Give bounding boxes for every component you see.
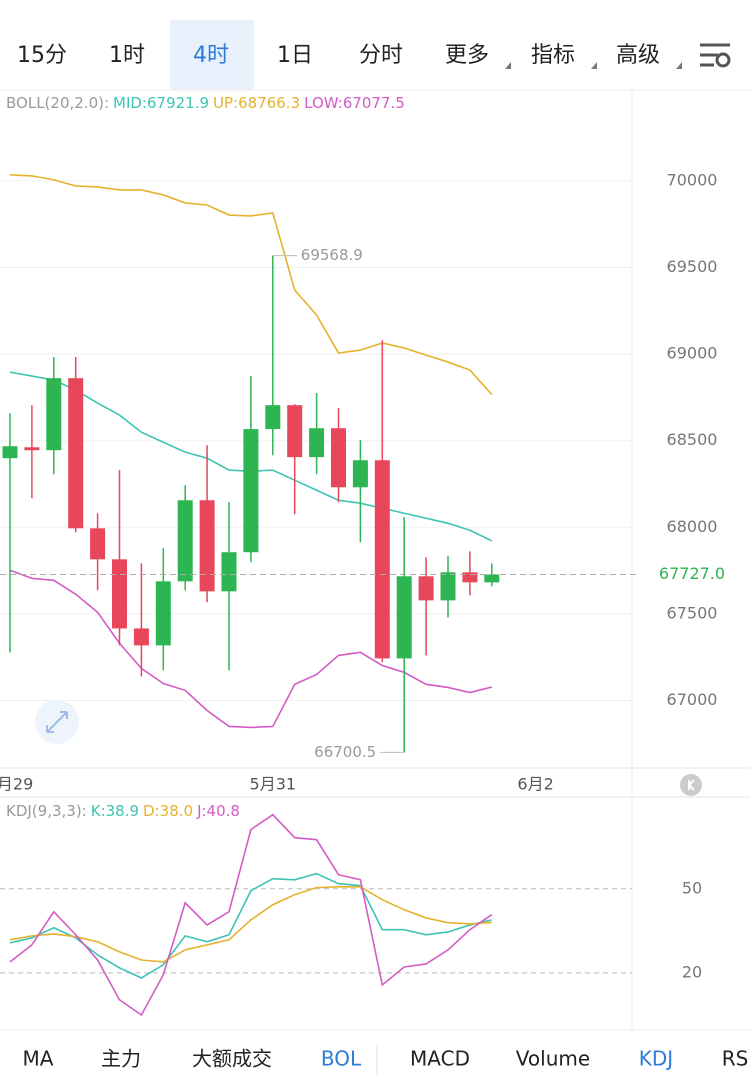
candle-body (2, 446, 18, 459)
indicator-tab[interactable]: 主力 (101, 1047, 141, 1071)
candle-body (374, 460, 390, 659)
candle-body (418, 576, 434, 601)
indicator-legend: BOLL(20,2.0): MID:67921.9 UP:68766.3 LOW:67… (6, 94, 405, 112)
candle-body (440, 572, 456, 601)
candle-body (396, 576, 412, 659)
candle-body (309, 428, 325, 458)
timeframe-tab[interactable]: 指标 (531, 43, 575, 68)
candle-body (24, 447, 40, 451)
timeframe-tab[interactable]: 4时 (193, 43, 229, 68)
legend-entry: BOLL(20,2.0): (6, 94, 109, 112)
y-tick-label: 68000 (667, 517, 718, 536)
indicator-legend: KDJ(9,3,3): K:38.9 D:38.0 J:40.8 (6, 802, 240, 820)
dropdown-arrow (591, 62, 597, 69)
candle-body (46, 378, 62, 451)
y-tick-label: 67000 (667, 690, 718, 709)
indicator-tab[interactable]: KDJ (639, 1047, 673, 1071)
indicator-tab[interactable]: RSI (722, 1047, 750, 1071)
indicator-tab[interactable]: BOL (321, 1047, 362, 1071)
legend-entry: D:38.0 (143, 802, 193, 820)
timeframe-tab[interactable]: 高级 (616, 43, 660, 68)
x-tick-label: 5月31 (250, 775, 297, 794)
settings-icon[interactable] (700, 43, 731, 68)
candle-body (484, 574, 500, 583)
timeframe-tab[interactable]: 更多 (445, 43, 489, 68)
timeframe-tab[interactable]: 1时 (109, 43, 145, 68)
candle-body (199, 500, 215, 592)
candle-body (221, 552, 237, 592)
legend-entry: K:38.9 (91, 802, 139, 820)
x-tick-label: 6月2 (517, 775, 553, 794)
legend-entry: UP:68766.3 (213, 94, 300, 112)
indicator-tab[interactable]: MA (23, 1047, 54, 1071)
scroll-end-icon (687, 779, 695, 791)
boll-line (9, 569, 492, 729)
y-tick-label: 69000 (667, 344, 718, 363)
candle-body (112, 559, 127, 629)
boll-line (9, 174, 493, 396)
last-price-box (650, 562, 732, 587)
kdj-line (9, 813, 493, 1017)
kdj-line (9, 885, 492, 963)
indicator-tab[interactable]: MACD (410, 1047, 470, 1071)
dropdown-arrow (505, 62, 511, 69)
max-annotation: 69568.9 (301, 246, 363, 264)
candle-body (133, 628, 149, 646)
candle-body (90, 528, 106, 560)
candle-body (331, 428, 346, 488)
candle-body (177, 500, 193, 582)
y-tick-label: 67500 (667, 603, 718, 622)
y-tick-label: 50 (682, 878, 702, 897)
timeframe-tab[interactable]: 分时 (359, 43, 403, 68)
candle-body (265, 405, 281, 430)
legend-entry: MID:67921.9 (113, 94, 209, 112)
legend-entry: LOW:67077.5 (304, 94, 405, 112)
y-tick-label: 69500 (667, 257, 718, 276)
y-tick-label: 20 (682, 962, 702, 981)
candle-body (287, 405, 303, 458)
indicator-tab[interactable]: Volume (516, 1047, 590, 1071)
legend-entry: KDJ(9,3,3): (6, 802, 87, 820)
timeframe-tab[interactable]: 1日 (277, 43, 313, 68)
kdj-line (9, 872, 492, 979)
min-annotation: 66700.5 (314, 743, 376, 761)
candle-body (462, 572, 478, 583)
timeframe-tab[interactable]: 15分 (17, 43, 67, 68)
dropdown-arrow (676, 62, 682, 69)
scroll-end-button[interactable] (680, 774, 702, 796)
indicator-tab[interactable]: 大额成交 (192, 1047, 272, 1071)
candle-body (243, 429, 259, 553)
candle-body (352, 460, 368, 488)
candle-body (155, 581, 171, 646)
selected-tab-bg (170, 20, 254, 90)
expand-icon (46, 711, 68, 733)
y-tick-label: 68500 (667, 430, 718, 449)
legend-entry: J:40.8 (196, 802, 240, 820)
y-tick-label: 70000 (667, 170, 718, 189)
candle-body (68, 378, 84, 529)
last-price-label: 67727.0 (659, 564, 725, 583)
